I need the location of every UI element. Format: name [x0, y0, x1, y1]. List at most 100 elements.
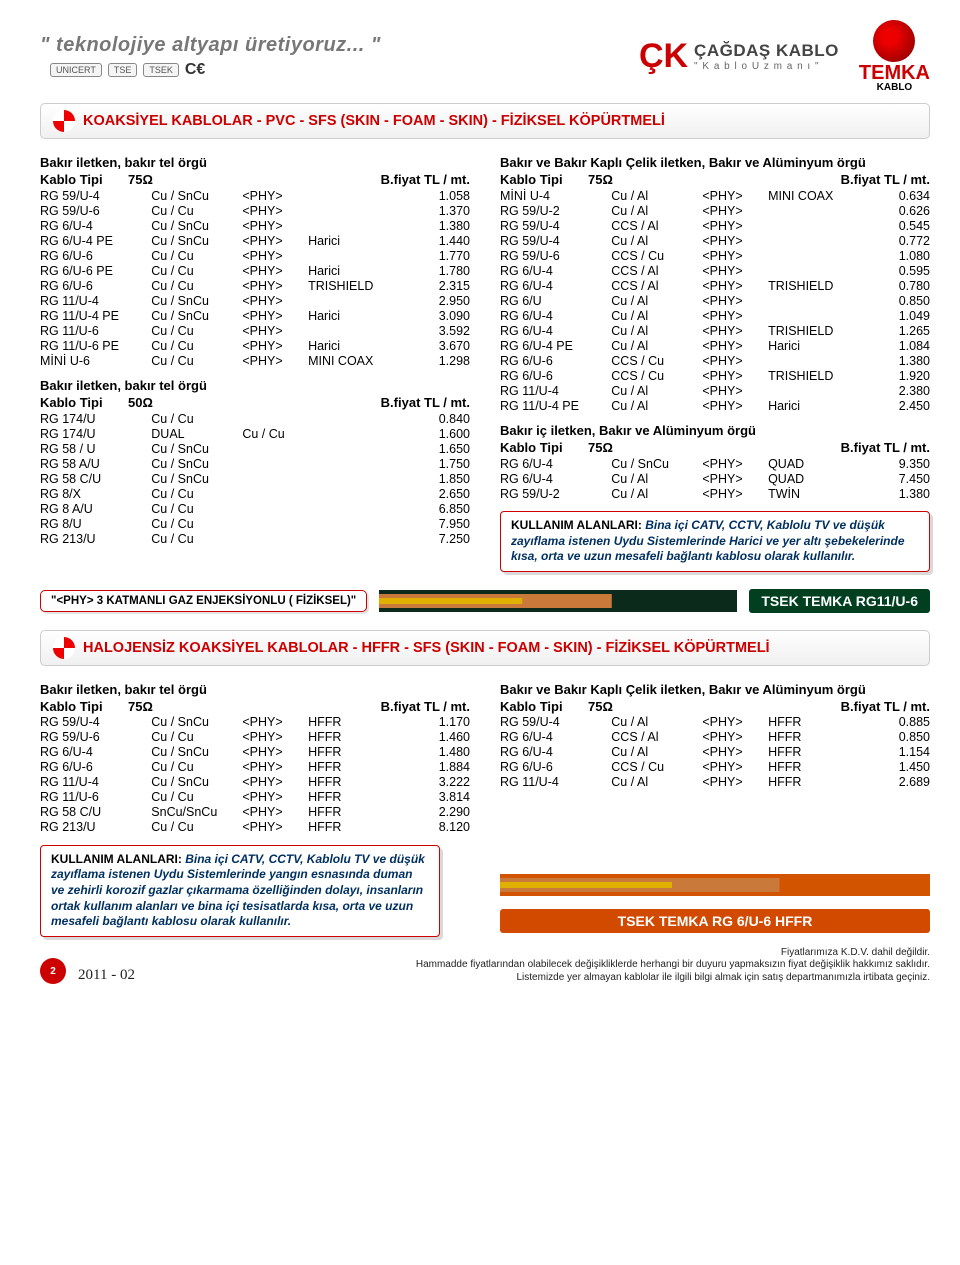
table-cell: [308, 531, 407, 546]
table-cell: Cu / Cu: [151, 338, 242, 353]
table-cell: Harici: [308, 338, 407, 353]
table-cell: Cu / Al: [611, 188, 702, 203]
table-cell: <PHY>: [702, 745, 768, 760]
s1-left-b-hdr: Kablo Tipi 50Ω B.fiyat TL / mt.: [40, 395, 470, 410]
hdr-kablo-tipi: Kablo Tipi: [40, 172, 128, 187]
hdr-fiyat: B.fiyat TL / mt.: [188, 395, 470, 410]
table-cell: Harici: [768, 398, 867, 413]
table-cell: RG 59/U-4: [500, 233, 611, 248]
table-cell: 7.450: [867, 471, 930, 486]
table-cell: [242, 441, 308, 456]
table-row: RG 11/U-6Cu / Cu<PHY>HFFR3.814: [40, 790, 470, 805]
table-cell: 3.592: [407, 323, 470, 338]
table-cell: 1.154: [867, 745, 930, 760]
cable1-bar: "<PHY> 3 KATMANLI GAZ ENJEKSİYONLU ( FİZ…: [40, 586, 930, 616]
table-row: RG 58 / UCu / SnCu1.650: [40, 441, 470, 456]
table-cell: RG 59/U-2: [500, 486, 611, 501]
table-cell: [768, 308, 867, 323]
table-cell: RG 59/U-6: [40, 203, 151, 218]
footer: 2 2011 - 02 Fiyatlarımıza K.D.V. dahil d…: [40, 947, 930, 985]
table-cell: RG 6/U-6: [500, 353, 611, 368]
cable2-svg: [500, 870, 930, 900]
table-row: RG 6/U-4Cu / Al<PHY>QUAD7.450: [500, 471, 930, 486]
usage-title: KULLANIM ALANLARI:: [51, 852, 182, 866]
table-cell: <PHY>: [242, 188, 308, 203]
table-cell: Cu / SnCu: [151, 441, 242, 456]
table-cell: Harici: [768, 338, 867, 353]
table-row: RG 11/U-4Cu / SnCu<PHY>2.950: [40, 293, 470, 308]
swirl-icon: [53, 110, 75, 132]
table-row: RG 11/U-4 PECu / Al<PHY>Harici2.450: [500, 398, 930, 413]
table-cell: DUAL: [151, 426, 242, 441]
table-cell: RG 6/U-6: [500, 368, 611, 383]
table-cell: [768, 233, 867, 248]
table-cell: 1.920: [867, 368, 930, 383]
table-row: RG 6/U-6CCS / Cu<PHY>1.380: [500, 353, 930, 368]
hdr-ohm: 75Ω: [588, 172, 648, 187]
table-cell: [768, 383, 867, 398]
table-cell: TRISHIELD: [768, 368, 867, 383]
footer-line-2: Hammadde fiyatlarından olabilecek değişi…: [416, 959, 930, 972]
table-cell: MINI COAX: [768, 188, 867, 203]
section1-header: KOAKSİYEL KABLOLAR - PVC - SFS (SKIN - F…: [40, 103, 930, 139]
table-cell: HFFR: [768, 775, 867, 790]
table-cell: 0.595: [867, 263, 930, 278]
table-cell: [308, 441, 407, 456]
table-cell: [308, 516, 407, 531]
table-cell: Cu / SnCu: [151, 233, 242, 248]
table-cell: <PHY>: [702, 715, 768, 730]
table-row: RG 11/U-4Cu / SnCu<PHY>HFFR3.222: [40, 775, 470, 790]
ck-logo: ÇK ÇAĞDAŞ KABLO " K a b l o U z m a n ı …: [639, 41, 839, 72]
table-cell: RG 58 C/U: [40, 471, 151, 486]
table-cell: Cu / SnCu: [151, 456, 242, 471]
table-cell: Cu / Al: [611, 383, 702, 398]
table-cell: CCS / Cu: [611, 353, 702, 368]
table-cell: [308, 293, 407, 308]
s2-right-table: RG 59/U-4Cu / Al<PHY>HFFR0.885RG 6/U-4CC…: [500, 715, 930, 790]
table-cell: Cu / SnCu: [151, 293, 242, 308]
table-cell: Cu / Cu: [151, 263, 242, 278]
table-row: RG 11/U-6 PECu / Cu<PHY>Harici3.670: [40, 338, 470, 353]
table-cell: RG 6/U-4: [500, 323, 611, 338]
table-cell: <PHY>: [702, 760, 768, 775]
section1-columns: Bakır iletken, bakır tel örgü Kablo Tipi…: [40, 149, 930, 572]
table-cell: Cu / Cu: [151, 486, 242, 501]
table-cell: <PHY>: [242, 338, 308, 353]
table-cell: [242, 501, 308, 516]
table-cell: <PHY>: [702, 353, 768, 368]
table-row: RG 59/U-4Cu / SnCu<PHY>1.058: [40, 188, 470, 203]
section1-left: Bakır iletken, bakır tel örgü Kablo Tipi…: [40, 149, 470, 572]
table-cell: RG 11/U-4: [500, 383, 611, 398]
ck-name: ÇAĞDAŞ KABLO: [694, 41, 839, 61]
hdr-fiyat: B.fiyat TL / mt.: [648, 699, 930, 714]
footer-right: Fiyatlarımıza K.D.V. dahil değildir. Ham…: [416, 947, 930, 985]
table-cell: RG 6/U-4: [500, 278, 611, 293]
logo-row: ÇK ÇAĞDAŞ KABLO " K a b l o U z m a n ı …: [639, 20, 930, 93]
section2-right: Bakır ve Bakır Kaplı Çelik iletken, Bakı…: [500, 676, 930, 937]
table-cell: [768, 353, 867, 368]
table-cell: Cu / SnCu: [151, 471, 242, 486]
table-cell: [768, 218, 867, 233]
s1-left-a-hdr: Kablo Tipi 75Ω B.fiyat TL / mt.: [40, 172, 470, 187]
table-cell: RG 11/U-4: [40, 775, 151, 790]
table-cell: Harici: [308, 263, 407, 278]
s1-right-a-sub: Bakır ve Bakır Kaplı Çelik iletken, Bakı…: [500, 155, 930, 170]
table-cell: HFFR: [308, 790, 407, 805]
table-cell: <PHY>: [702, 263, 768, 278]
table-cell: [308, 323, 407, 338]
table-cell: <PHY>: [702, 775, 768, 790]
table-row: RG 174/UCu / Cu0.840: [40, 411, 470, 426]
table-cell: RG 11/U-4 PE: [40, 308, 151, 323]
table-cell: RG 11/U-4: [500, 775, 611, 790]
table-cell: CCS / Cu: [611, 760, 702, 775]
table-cell: RG 6/U-4: [500, 308, 611, 323]
table-cell: 0.545: [867, 218, 930, 233]
table-cell: TRISHIELD: [768, 278, 867, 293]
table-cell: [242, 471, 308, 486]
table-cell: RG 8/U: [40, 516, 151, 531]
table-cell: 1.770: [407, 248, 470, 263]
table-cell: RG 174/U: [40, 411, 151, 426]
table-cell: 2.950: [407, 293, 470, 308]
ce-mark: C€: [185, 61, 205, 79]
table-cell: 0.780: [867, 278, 930, 293]
